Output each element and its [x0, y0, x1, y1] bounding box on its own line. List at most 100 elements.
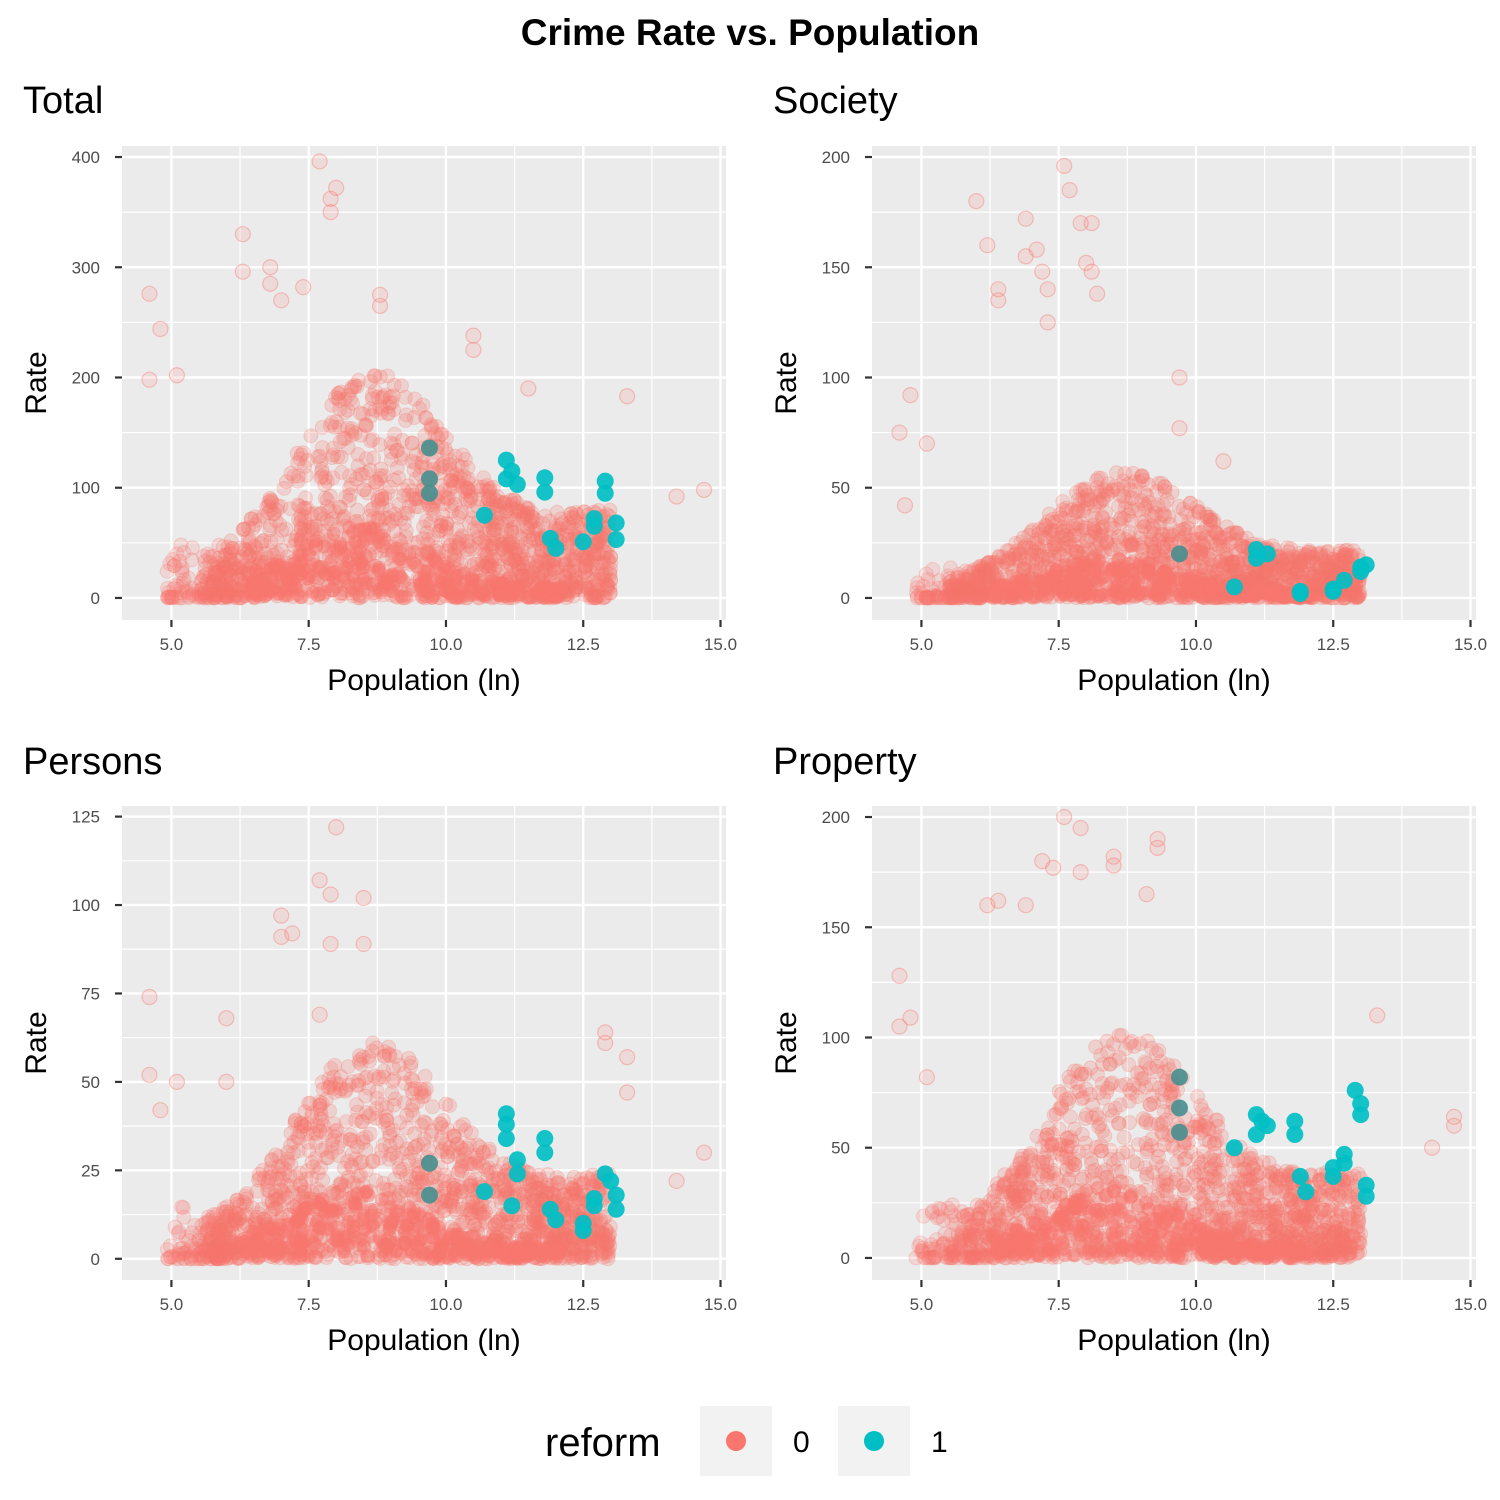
- reform-0-point: [590, 583, 606, 599]
- reform-0-point: [1304, 546, 1320, 562]
- reform-0-point: [174, 565, 190, 581]
- reform-0-point: [1153, 527, 1169, 543]
- reform-0-point: [945, 590, 961, 606]
- reform-0-point: [1026, 544, 1042, 560]
- reform-0-point: [1021, 554, 1037, 570]
- reform-0-point: [449, 466, 465, 482]
- reform-0-point: [493, 527, 509, 543]
- reform-0-point: [219, 563, 235, 579]
- reform-0-point: [367, 383, 383, 399]
- reform-0-point: [971, 580, 987, 596]
- reform-0-point: [1338, 550, 1354, 566]
- reform-0-point: [1289, 564, 1305, 580]
- x-axis-label: Population (ln): [1077, 664, 1270, 697]
- reform-0-point: [515, 578, 530, 593]
- reform-0-point: [399, 505, 415, 521]
- panel-background: [122, 146, 726, 620]
- reform-0-point: [289, 445, 305, 461]
- reform-0-point: [1352, 587, 1368, 603]
- reform-0-point: [367, 368, 383, 384]
- reform-0-point: [377, 490, 393, 506]
- reform-0-point: [222, 585, 238, 601]
- reform-0-point: [1050, 537, 1066, 553]
- reform-0-point: [160, 590, 176, 606]
- reform-0-point: [579, 580, 595, 596]
- reform-0-point: [982, 569, 998, 585]
- reform-0-point: [392, 569, 407, 584]
- reform-0-point: [1175, 501, 1191, 517]
- reform-0-point: [1206, 512, 1222, 528]
- reform-0-point: [1121, 537, 1137, 553]
- reform-0-point: [1042, 543, 1058, 559]
- reform-0-point: [349, 502, 365, 518]
- reform-0-point: [380, 399, 396, 415]
- reform-0-point: [960, 576, 976, 592]
- reform-0-point: [1304, 569, 1320, 585]
- reform-0-point: [344, 379, 360, 395]
- reform-0-point: [969, 568, 985, 584]
- reform-0-point: [1029, 531, 1045, 547]
- reform-0-point: [310, 449, 326, 465]
- reform-0-point: [483, 540, 499, 556]
- reform-0-point: [566, 559, 582, 575]
- reform-0-point: [1205, 557, 1221, 573]
- reform-0-point: [524, 513, 540, 529]
- reform-0-point: [332, 434, 348, 450]
- reform-0-point: [1066, 557, 1081, 572]
- reform-0-point: [525, 565, 541, 581]
- reform-0-point: [1257, 565, 1273, 581]
- reform-0-point: [431, 523, 447, 539]
- reform-0-point: [206, 587, 222, 603]
- reform-0-point: [600, 578, 616, 594]
- reform-0-point: [540, 552, 556, 568]
- reform-0-point: [375, 389, 391, 405]
- reform-0-point: [1297, 547, 1313, 563]
- reform-0-point: [509, 556, 525, 572]
- reform-0-outlier: [322, 204, 339, 221]
- reform-0-point: [498, 530, 514, 546]
- reform-0-point: [566, 552, 582, 568]
- reform-0-point: [215, 558, 231, 574]
- reform-0-point: [200, 546, 216, 562]
- reform-0-point: [174, 579, 190, 595]
- reform-0-point: [408, 455, 424, 471]
- reform-0-point: [501, 538, 517, 554]
- reform-0-point: [332, 401, 348, 417]
- reform-0-point: [341, 529, 356, 544]
- reform-0-point: [432, 460, 448, 476]
- reform-0-point: [1313, 549, 1329, 565]
- reform-0-point: [447, 540, 463, 556]
- reform-0-point: [969, 590, 985, 606]
- reform-0-point: [411, 499, 427, 515]
- reform-0-point: [486, 535, 502, 551]
- reform-0-point: [1077, 500, 1093, 516]
- reform-0-point: [313, 505, 329, 521]
- reform-0-point: [1339, 546, 1355, 562]
- reform-0-point: [365, 432, 381, 448]
- reform-0-point: [479, 547, 495, 563]
- reform-0-point: [397, 389, 413, 405]
- reform-0-point: [1058, 535, 1074, 551]
- reform-0-point: [294, 511, 310, 527]
- y-tick-label: 400: [72, 148, 100, 167]
- reform-0-point: [969, 584, 985, 600]
- reform-0-point: [952, 587, 968, 603]
- reform-0-point: [482, 558, 498, 574]
- reform-0-point: [1074, 522, 1090, 538]
- reform-0-point: [263, 533, 279, 549]
- reform-0-point: [1190, 505, 1206, 521]
- reform-0-point: [961, 583, 977, 599]
- reform-0-point: [348, 471, 364, 487]
- reform-0-point: [1202, 513, 1218, 529]
- reform-0-point: [1007, 546, 1023, 562]
- reform-0-point: [247, 517, 263, 533]
- panel-title: Society: [773, 80, 898, 122]
- reform-0-point: [572, 561, 588, 577]
- x-tick-label: 10.0: [1179, 635, 1212, 654]
- reform-0-point: [957, 575, 973, 591]
- reform-0-point: [1147, 499, 1163, 515]
- reform-0-outlier: [1083, 263, 1100, 280]
- reform-0-point: [1196, 537, 1212, 553]
- reform-0-point: [245, 520, 261, 536]
- reform-0-point: [1074, 538, 1090, 554]
